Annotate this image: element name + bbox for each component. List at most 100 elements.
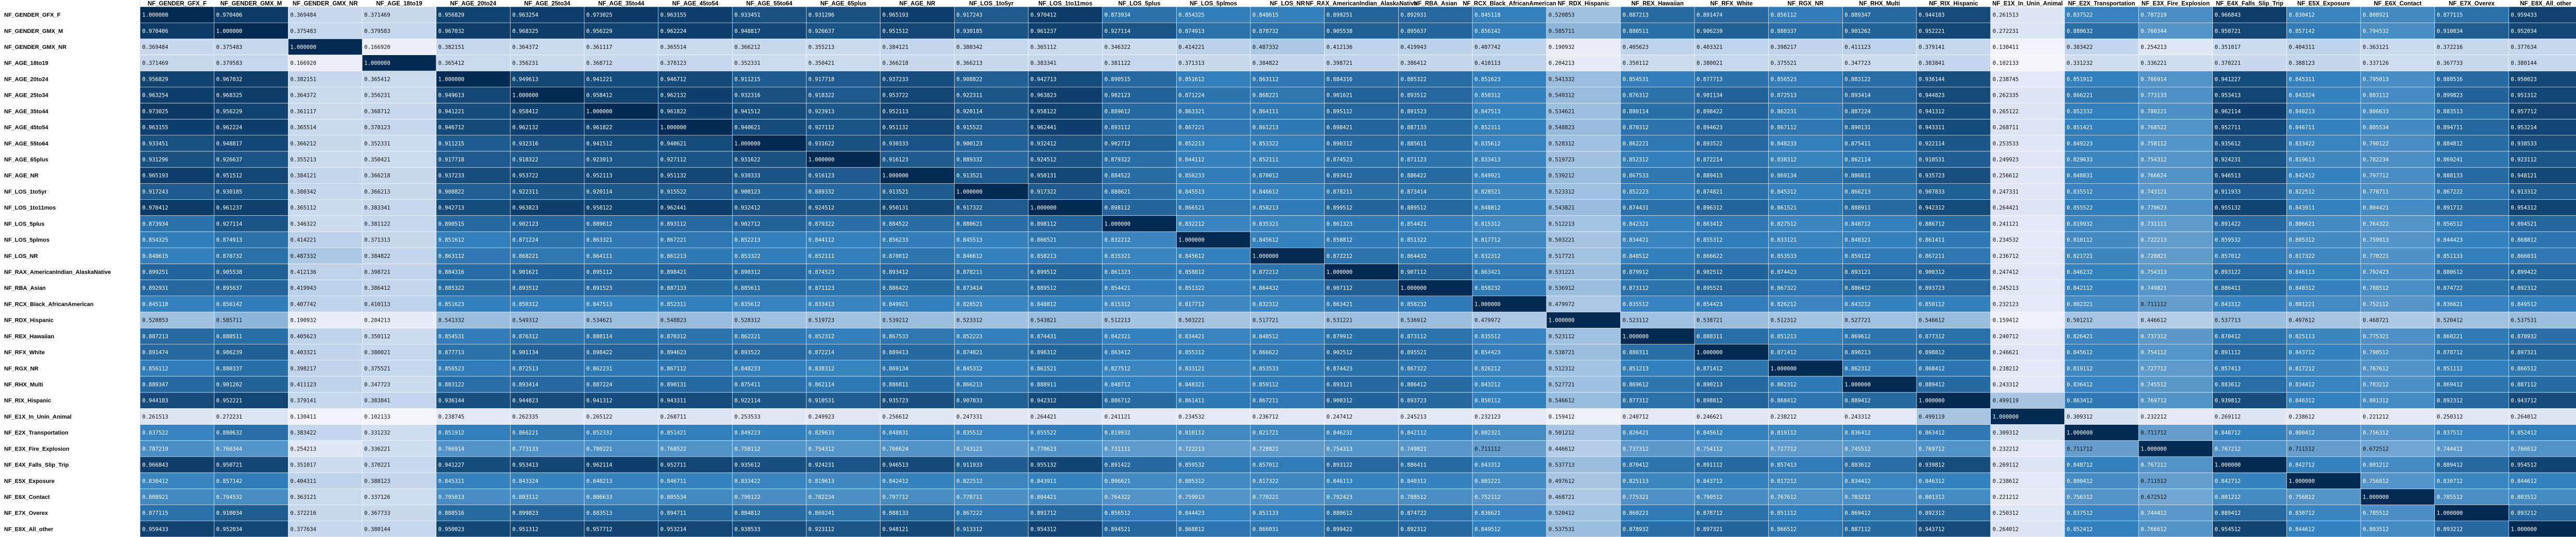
cell-value: 0.367733	[2437, 60, 2463, 66]
cell-value: 0.938533	[2511, 141, 2537, 147]
heatmap-cell	[1768, 183, 1843, 200]
heatmap-cell	[2509, 215, 2576, 232]
cell-value: 0.826421	[2066, 334, 2093, 340]
cell-value: 0.871412	[1697, 366, 1723, 372]
cell-value: 0.893512	[1400, 93, 1427, 99]
heatmap-cell	[1546, 87, 1621, 103]
heatmap-cell	[658, 521, 733, 537]
cell-value: 0.849512	[2511, 301, 2537, 307]
cell-value: 0.936144	[438, 398, 465, 404]
cell-value: 0.829633	[808, 430, 835, 436]
heatmap-cell	[362, 167, 436, 184]
cell-value: 0.379583	[216, 60, 243, 66]
row-label: NF_AGE_65plus	[4, 157, 48, 163]
heatmap-cell	[1324, 87, 1399, 103]
heatmap-cell	[288, 280, 362, 296]
cell-value: 0.232123	[1475, 414, 1501, 420]
heatmap-cell	[732, 456, 806, 473]
heatmap-cell	[510, 183, 584, 200]
cell-value: 0.888516	[438, 510, 465, 516]
cell-value: 0.487332	[1252, 44, 1279, 50]
heatmap-cell	[1990, 440, 2065, 457]
heatmap-cell	[140, 376, 214, 393]
heatmap-cell	[1324, 280, 1399, 296]
heatmap-cell	[2212, 280, 2287, 296]
heatmap-cell	[1842, 135, 1917, 151]
cell-value: 0.878712	[1697, 510, 1723, 516]
cell-value: 0.398721	[364, 269, 391, 275]
cell-value: 0.848712	[1105, 382, 1131, 388]
heatmap-cell	[2212, 392, 2287, 409]
heatmap-cell	[362, 440, 436, 457]
cell-value: 0.792423	[1327, 494, 1353, 500]
cell-value: 0.867322	[1771, 285, 1797, 291]
heatmap-cell	[1917, 296, 1991, 313]
cell-value: 0.851133	[2437, 253, 2463, 259]
cell-value: 1.000000	[660, 125, 687, 131]
cell-value: 0.468721	[1549, 494, 1575, 500]
cell-value: 0.754312	[808, 446, 835, 452]
heatmap-cell	[2286, 231, 2361, 248]
heatmap-cell	[1472, 280, 1547, 296]
heatmap-cell	[1620, 440, 1694, 457]
heatmap-cell	[510, 296, 584, 313]
heatmap-cell	[1028, 151, 1103, 168]
heatmap-cell	[880, 215, 955, 232]
heatmap-cell	[658, 473, 733, 489]
heatmap-cell	[1620, 296, 1694, 313]
cell-value: 0.405623	[1622, 44, 1649, 50]
cell-value: 0.890213	[1844, 350, 1871, 356]
cell-value: 0.888911	[1030, 382, 1057, 388]
heatmap-cell	[436, 87, 511, 103]
cell-value: 0.880311	[1622, 350, 1649, 356]
cell-value: 0.238612	[1993, 478, 2019, 484]
cell-value: 0.378123	[364, 125, 391, 131]
cell-value: 0.867533	[883, 334, 909, 340]
cell-value: 1.000000	[512, 93, 538, 99]
cell-value: 0.737312	[2141, 334, 2167, 340]
cell-value: 0.889412	[1919, 382, 1945, 388]
cell-value: 0.848233	[734, 366, 760, 372]
heatmap-cell	[1102, 328, 1177, 344]
cell-value: 0.538721	[1697, 318, 1723, 324]
heatmap-cell	[732, 473, 806, 489]
cell-value: 0.548823	[660, 318, 687, 324]
cell-value: 1.000000	[2066, 430, 2093, 436]
cell-value: 0.836621	[2437, 301, 2463, 307]
heatmap-cell	[1842, 440, 1917, 457]
heatmap-cell	[1842, 55, 1917, 71]
cell-value: 0.806621	[1105, 478, 1131, 484]
cell-value: 0.893122	[1327, 462, 1353, 469]
heatmap-cell	[288, 199, 362, 216]
heatmap-cell	[140, 119, 214, 135]
heatmap-cell	[1546, 119, 1621, 135]
cell-value: 1.000000	[1919, 398, 1945, 404]
heatmap-cell	[1917, 103, 1991, 119]
cell-value: 0.910034	[216, 510, 243, 516]
cell-value: 1.000000	[1622, 334, 1649, 340]
heatmap-cell	[214, 296, 289, 313]
heatmap-cell	[1990, 231, 2065, 248]
heatmap-cell	[1768, 376, 1843, 393]
heatmap-cell	[732, 392, 806, 409]
cell-value: 0.859532	[2215, 237, 2241, 244]
cell-value: 0.959433	[2511, 12, 2537, 19]
heatmap-cell	[1398, 231, 1472, 248]
heatmap-cell	[1990, 344, 2065, 360]
cell-value: 0.861411	[1919, 237, 1945, 244]
cell-value: 0.858213	[1030, 253, 1057, 259]
heatmap-cell	[362, 360, 436, 376]
heatmap-cell	[288, 392, 362, 409]
cell-value: 0.355213	[808, 44, 835, 50]
cell-value: 1.000000	[2289, 478, 2315, 484]
cell-value: 0.787219	[2141, 12, 2167, 19]
cell-value: 0.497612	[2289, 318, 2315, 324]
cell-value: 0.852111	[1252, 157, 1279, 163]
cell-value: 0.851612	[438, 237, 465, 244]
heatmap-cell	[1176, 296, 1250, 313]
cell-value: 0.833413	[808, 301, 835, 307]
cell-value: 0.905538	[216, 269, 243, 275]
cell-value: 1.000000	[1327, 269, 1353, 275]
heatmap-cell	[584, 135, 658, 151]
cell-value: 0.896312	[1697, 205, 1723, 211]
